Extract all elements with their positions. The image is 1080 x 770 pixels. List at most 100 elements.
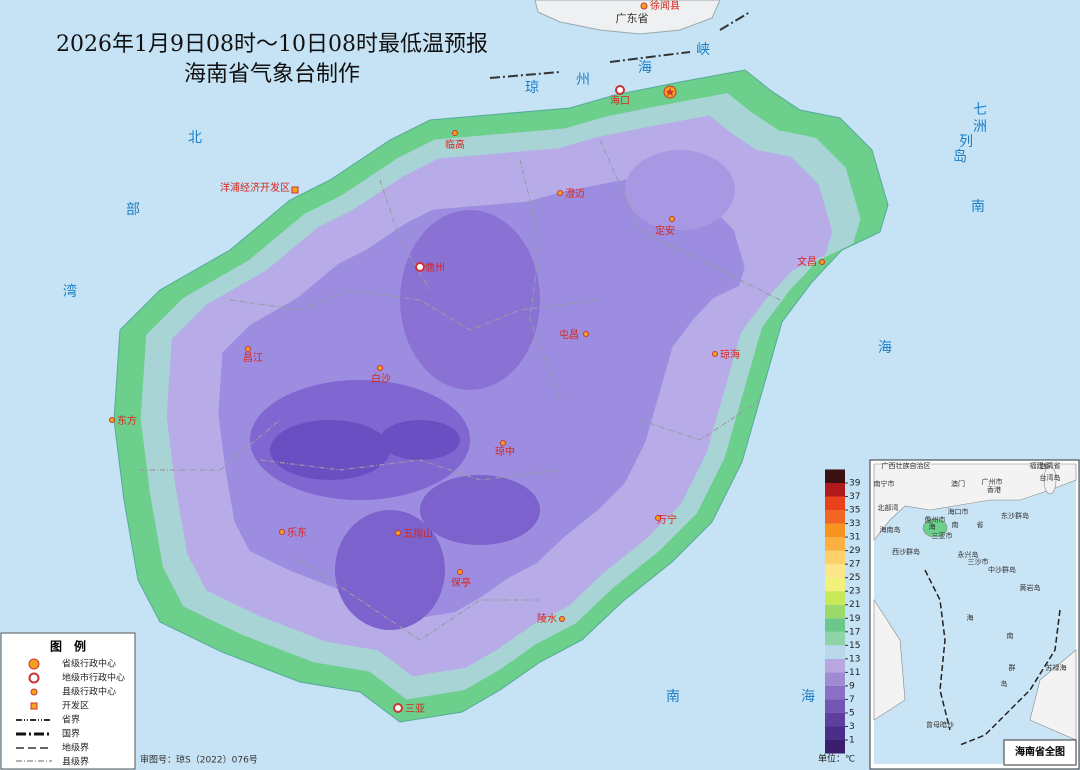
county-marker xyxy=(640,2,648,10)
sea-label: 海 xyxy=(801,689,815,705)
prefecture-marker xyxy=(393,703,403,713)
legend-label: 开发区 xyxy=(62,700,89,712)
city-label: 五指山 xyxy=(403,527,433,540)
colorbar-segment xyxy=(825,591,845,605)
county-marker xyxy=(245,346,251,352)
legend: 图 例 xyxy=(0,632,136,770)
city-label: 临高 xyxy=(445,138,465,151)
inset-label: 南宁市 xyxy=(874,479,895,488)
star xyxy=(666,88,674,96)
legend-label: 县级行政中心 xyxy=(62,686,116,698)
legend-label: 地级市行政中心 xyxy=(62,672,125,684)
county-marker xyxy=(395,530,401,536)
inset-label: 北部湾 xyxy=(878,503,899,512)
city-label: 陵水 xyxy=(537,613,557,625)
city-label: 海口 xyxy=(610,94,630,107)
county-marker xyxy=(557,190,563,196)
colorbar-tick-label: 25 xyxy=(849,573,860,583)
sea-label: 南 xyxy=(971,199,985,215)
colorbar-segment xyxy=(825,645,845,659)
colorbar-segment xyxy=(825,618,845,632)
sea-label: 北 xyxy=(188,130,202,146)
inset-label: 海 xyxy=(967,613,974,622)
city-label: 琼中 xyxy=(495,445,515,458)
inset-label: 黄岩岛 xyxy=(1020,583,1041,592)
inset-label: 东沙群岛 xyxy=(1001,511,1029,520)
sea-label: 部 xyxy=(126,202,140,218)
county-boundary xyxy=(140,139,781,641)
cold-core xyxy=(625,150,735,230)
inset-label: 群 xyxy=(1009,663,1016,672)
colorbar-segment xyxy=(825,685,845,700)
colorbar-tick-label: 1 xyxy=(849,736,855,746)
county-marker xyxy=(279,529,285,535)
colorbar-segment xyxy=(825,537,845,551)
inset-label: 澳门 xyxy=(951,479,965,488)
colorbar-segment xyxy=(825,604,845,619)
colorbar-segment xyxy=(825,631,845,646)
colorbar-segment xyxy=(825,510,845,524)
county-marker xyxy=(655,515,661,521)
city-label: 万宁 xyxy=(657,513,677,526)
inset-label: 南 xyxy=(952,520,959,529)
inset-label: 海南岛 xyxy=(880,525,901,534)
sea-label: 州 xyxy=(576,72,590,88)
county-marker xyxy=(457,569,463,575)
colorbar-tick-label: 35 xyxy=(849,506,860,516)
inset-label: 苏禄海 xyxy=(1046,663,1067,672)
colorbar-tick-label: 37 xyxy=(849,492,860,502)
county-marker xyxy=(819,259,825,265)
colorbar-tick-label: 11 xyxy=(849,668,860,678)
legend-symbol xyxy=(28,658,40,670)
colorbar-tick-label: 31 xyxy=(849,533,860,543)
city-label: 乐东 xyxy=(287,526,307,539)
city-label: 儋州 xyxy=(425,261,445,274)
sea-label: 南 xyxy=(666,689,680,705)
city-label: 东方 xyxy=(117,414,137,427)
inset-label: 岛 xyxy=(1001,679,1008,688)
legend-box xyxy=(0,632,136,770)
colorbar-segment xyxy=(825,658,845,673)
colorbar-segment xyxy=(825,523,845,538)
inset-label: 西沙群岛 xyxy=(892,547,920,556)
inset-mainland xyxy=(873,463,1077,541)
sea-label: 琼 xyxy=(525,80,539,96)
city-label: 琼海 xyxy=(720,348,740,361)
legend-label: 省级行政中心 xyxy=(62,658,116,670)
inset-border xyxy=(924,569,1061,746)
cold-core xyxy=(400,210,540,390)
sea-label: 海 xyxy=(878,340,892,356)
inset-label: 香港 xyxy=(987,485,1001,494)
inset-label: 省 xyxy=(977,520,984,529)
colorbar-tick-label: 15 xyxy=(849,641,860,651)
colorbar-segment xyxy=(825,672,845,686)
colorbar-segment xyxy=(825,469,845,483)
national-border xyxy=(489,11,751,79)
sea-label: 岛 xyxy=(953,149,967,165)
colorbar-tick-label: 19 xyxy=(849,614,861,624)
colorbar-segment xyxy=(825,496,845,511)
city-label: 三亚 xyxy=(405,704,425,715)
prefecture-marker xyxy=(615,85,625,95)
county-marker xyxy=(109,417,115,423)
cold-core xyxy=(335,510,445,630)
colorbar-tick-label: 39 xyxy=(849,479,861,489)
colorbar-segment xyxy=(825,564,845,578)
colorbar-tick-label: 29 xyxy=(849,546,861,556)
sea-label: 海 xyxy=(638,60,652,76)
county-marker xyxy=(669,216,675,222)
land-label: 广东省 xyxy=(616,12,649,25)
cold-core xyxy=(380,420,460,460)
inset-label: 广西壮族自治区 xyxy=(882,461,931,470)
inset-label: 台湾岛 xyxy=(1040,473,1061,482)
legend-symbol xyxy=(30,702,38,710)
inset-title-box xyxy=(1003,739,1077,766)
inset-label: 广州市 xyxy=(982,477,1003,486)
inset-land xyxy=(873,598,1077,741)
inset-label: 福建省 xyxy=(1030,461,1051,470)
inset-label: 南 xyxy=(1007,631,1014,640)
city-label: 白沙 xyxy=(371,372,391,385)
colorbar-tick-label: 33 xyxy=(849,519,860,529)
